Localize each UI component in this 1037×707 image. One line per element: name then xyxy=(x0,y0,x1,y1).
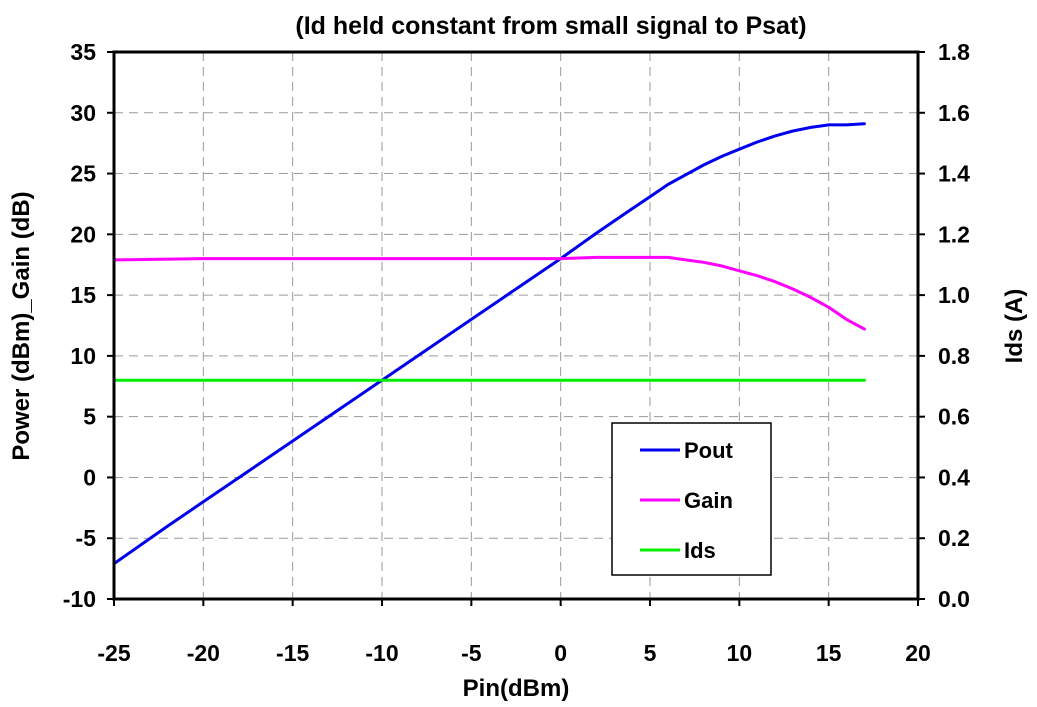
y-tick-label: 20 xyxy=(70,221,96,247)
x-tick-label: 15 xyxy=(816,640,842,666)
y2-axis-label: Ids (A) xyxy=(1001,289,1028,364)
tick-labels: -25 -20 -15 -10 -5 0 5 10 15 20 -10 -5 0 5 10 15 20 25 30 3… xyxy=(63,39,970,666)
y2-tick-label: 1.6 xyxy=(938,100,970,126)
series-line-pout xyxy=(112,122,866,566)
x-tick-label: 5 xyxy=(644,640,657,666)
y-tick-label: 35 xyxy=(70,39,96,65)
y-tick-label: -5 xyxy=(76,525,97,551)
y2-tick-label: 1.8 xyxy=(938,39,970,65)
x-tick-label: 20 xyxy=(905,640,931,666)
x-tick-label: -20 xyxy=(187,640,220,666)
y-axis-label: Power (dBm)_Gain (dB) xyxy=(8,191,35,460)
y-tick-label: 15 xyxy=(70,282,96,308)
y2-tick-label: 1.0 xyxy=(938,282,970,308)
x-tick-label: -10 xyxy=(365,640,398,666)
grid-lines xyxy=(114,52,918,599)
legend: Pout Gain Ids xyxy=(611,422,772,576)
y-tick-label: 10 xyxy=(70,343,96,369)
legend-label-gain: Gain xyxy=(684,488,733,513)
chart-title: (Id held constant from small signal to P… xyxy=(295,12,806,40)
x-tick-label: 10 xyxy=(727,640,753,666)
y-tick-label: 0 xyxy=(83,464,96,490)
y2-tick-label: 0.6 xyxy=(938,404,970,430)
x-tick-label: -5 xyxy=(461,640,482,666)
y-tick-label: -10 xyxy=(63,586,96,612)
series-layer xyxy=(112,122,866,566)
series-line-gain xyxy=(112,255,866,331)
legend-label-ids: Ids xyxy=(684,538,716,563)
legend-box xyxy=(611,422,772,576)
x-axis-label: Pin(dBm) xyxy=(463,675,570,702)
y2-tick-label: 1.2 xyxy=(938,221,970,247)
y2-tick-label: 0.0 xyxy=(938,586,970,612)
y2-tick-label: 0.8 xyxy=(938,343,970,369)
y2-tick-label: 0.4 xyxy=(938,464,970,490)
y-tick-label: 5 xyxy=(83,404,96,430)
x-tick-label: -25 xyxy=(97,640,130,666)
y2-tick-label: 0.2 xyxy=(938,525,970,551)
plot-area-frame xyxy=(112,50,920,601)
x-tick-label: -15 xyxy=(276,640,309,666)
legend-label-pout: Pout xyxy=(684,438,734,463)
y2-tick-label: 1.4 xyxy=(938,161,970,187)
y-tick-label: 30 xyxy=(70,100,96,126)
x-tick-label: 0 xyxy=(554,640,567,666)
y-tick-label: 25 xyxy=(70,161,96,187)
